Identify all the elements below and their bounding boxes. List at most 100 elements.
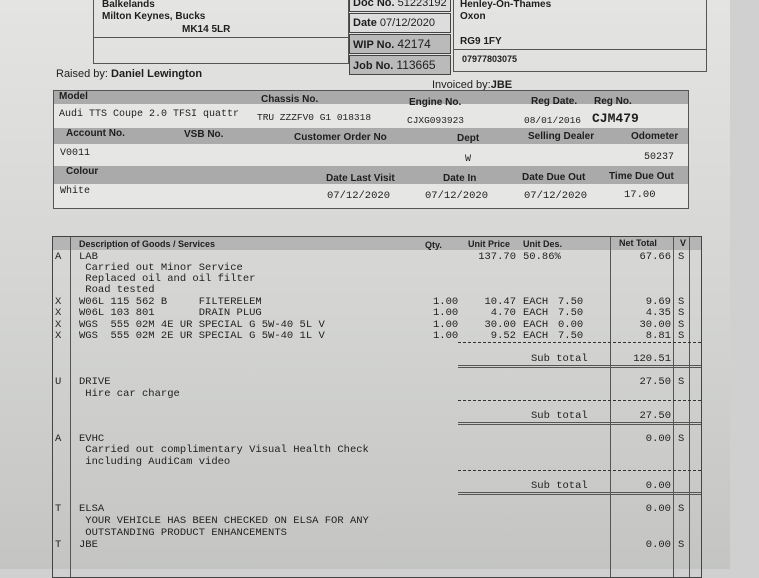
header-vsb: VSB No. <box>184 129 224 140</box>
header-reg-date: Reg Date. <box>531 96 578 107</box>
item-description: W06L 103 801 DRAIN PLUG <box>79 307 262 319</box>
item-unit-des: EACH <box>523 307 549 319</box>
subtotal-value: 0.00 <box>645 480 671 492</box>
item-code: A <box>55 433 62 445</box>
item-description: Carried out complimentary Visual Health … <box>79 444 369 456</box>
header-customer-order: Customer Order No <box>294 132 387 143</box>
item-vat-code: S <box>678 330 685 342</box>
invoiced-by: Invoiced by:JBE <box>432 79 512 91</box>
item-discount: 7.50 <box>558 330 584 342</box>
item-vat-code: S <box>678 307 685 319</box>
item-unit-price: 4.70 <box>490 307 516 319</box>
date-value: 07/12/2020 <box>379 17 435 29</box>
item-vat-code: S <box>678 319 685 331</box>
item-unit-des: EACH <box>523 319 549 331</box>
delivery-phone: 07977803075 <box>462 54 518 64</box>
date-in-value: 07/12/2020 <box>425 190 489 202</box>
delivery-line1: Henley-On-Thames <box>460 0 552 10</box>
item-net-total: 8.81 <box>645 330 671 342</box>
item-description: LAB <box>79 251 98 263</box>
header-v: V <box>680 238 687 248</box>
customer-address-box: Balkelands Milton Keynes, Bucks MK14 5LR <box>93 0 349 64</box>
header-description: Description of Goods / Services <box>79 239 216 249</box>
header-account: Account No. <box>66 128 125 139</box>
chassis-value: TRU ZZZFV0 G1 018318 <box>257 112 372 123</box>
odometer-value: 50237 <box>644 152 675 163</box>
item-description: W06L 115 562 B FILTERELEM <box>79 296 262 308</box>
items-header-row: Description of Goods / Services Qty. Uni… <box>53 237 701 250</box>
delivery-address-box: Henley-On-Thames Oxon RG9 1FY 0797780307… <box>453 0 707 72</box>
item-description: Road tested <box>79 284 155 296</box>
header-net-total: Net Total <box>619 238 657 248</box>
raised-by: Raised by: Daniel Lewington <box>56 68 202 80</box>
item-vat-code: S <box>678 433 685 445</box>
header-time-due-out: Time Due Out <box>609 171 674 182</box>
header-selling-dealer: Selling Dealer <box>528 131 595 142</box>
date-last-visit-value: 07/12/2020 <box>327 190 391 202</box>
job-no: Job No. 113665 <box>349 55 451 75</box>
item-net-total: 0.00 <box>645 433 671 445</box>
item-net-total: 0.00 <box>645 503 671 515</box>
header-model: Model <box>59 91 88 102</box>
customer-postcode: MK14 5LR <box>182 24 231 35</box>
item-code: T <box>55 539 62 551</box>
subtotal-value: 27.50 <box>639 410 671 422</box>
doc-no-label: Doc No. <box>353 0 395 9</box>
invoiced-by-value: JBE <box>490 79 513 91</box>
colour-value: White <box>60 186 91 197</box>
item-qty: 1.00 <box>433 296 459 308</box>
wip-no: WIP No. 42174 <box>349 34 451 54</box>
item-vat-code: S <box>678 296 685 308</box>
delivery-line2: Oxon <box>460 11 486 22</box>
header-reg-no: Reg No. <box>594 96 632 107</box>
subtotal-label: Sub total <box>531 480 588 492</box>
date-due-out-value: 07/12/2020 <box>524 190 588 202</box>
item-unit-price: 9.52 <box>490 330 516 342</box>
item-net-total: 4.35 <box>645 307 671 319</box>
item-unit-price: 30.00 <box>484 319 516 331</box>
item-qty: 1.00 <box>433 330 459 342</box>
item-vat-code: S <box>678 251 685 263</box>
item-code: T <box>55 503 62 515</box>
header-dept: Dept <box>457 133 480 144</box>
customer-line1: Balkelands <box>102 0 155 10</box>
item-vat-code: S <box>678 539 685 551</box>
item-vat-code: S <box>678 376 685 388</box>
item-description: EVHC <box>79 433 105 445</box>
vehicle-header-row-3: Colour Date Last Visit Date In Date Due … <box>54 166 688 184</box>
item-code: X <box>55 319 62 331</box>
item-unit-price: 137.70 <box>478 251 516 263</box>
engine-value: CJXG093923 <box>407 115 465 126</box>
item-code: X <box>55 330 62 342</box>
item-net-total: 30.00 <box>639 319 671 331</box>
item-description: ELSA <box>79 503 105 515</box>
item-description: JBE <box>79 539 98 551</box>
item-discount: 0.00 <box>558 319 584 331</box>
doc-no-value: 51223192 <box>397 0 447 9</box>
reg-no-value: CJM479 <box>592 111 639 126</box>
item-code: U <box>55 376 62 388</box>
item-unit-des: 50.86% <box>523 251 561 263</box>
invoice-page: Balkelands Milton Keynes, Bucks MK14 5LR… <box>0 0 730 578</box>
header-date-due-out: Date Due Out <box>522 172 586 183</box>
reg-date-value: 08/01/2016 <box>524 115 582 126</box>
item-vat-code: S <box>678 503 685 515</box>
item-net-total: 0.00 <box>645 539 671 551</box>
item-code: A <box>55 251 62 263</box>
account-value: V0011 <box>60 148 91 159</box>
vehicle-header-row-1: Model Chassis No. Engine No. Reg Date. R… <box>54 91 688 108</box>
header-chassis: Chassis No. <box>261 94 319 105</box>
wip-label: WIP No. <box>353 39 395 51</box>
item-unit-price: 10.47 <box>484 296 516 308</box>
header-unit-price: Unit Price <box>468 239 511 249</box>
time-due-out-value: 17.00 <box>624 189 656 201</box>
header-date-in: Date In <box>443 173 477 184</box>
item-discount: 7.50 <box>558 307 584 319</box>
model-value: Audi TTS Coupe 2.0 TFSI quattr <box>59 109 240 120</box>
item-description: YOUR VEHICLE HAS BEEN CHECKED ON ELSA FO… <box>79 515 369 527</box>
item-net-total: 9.69 <box>645 296 671 308</box>
header-qty: Qty. <box>425 240 442 250</box>
header-engine: Engine No. <box>409 97 462 108</box>
header-colour: Colour <box>66 166 99 177</box>
items-table: Description of Goods / Services Qty. Uni… <box>52 236 702 578</box>
